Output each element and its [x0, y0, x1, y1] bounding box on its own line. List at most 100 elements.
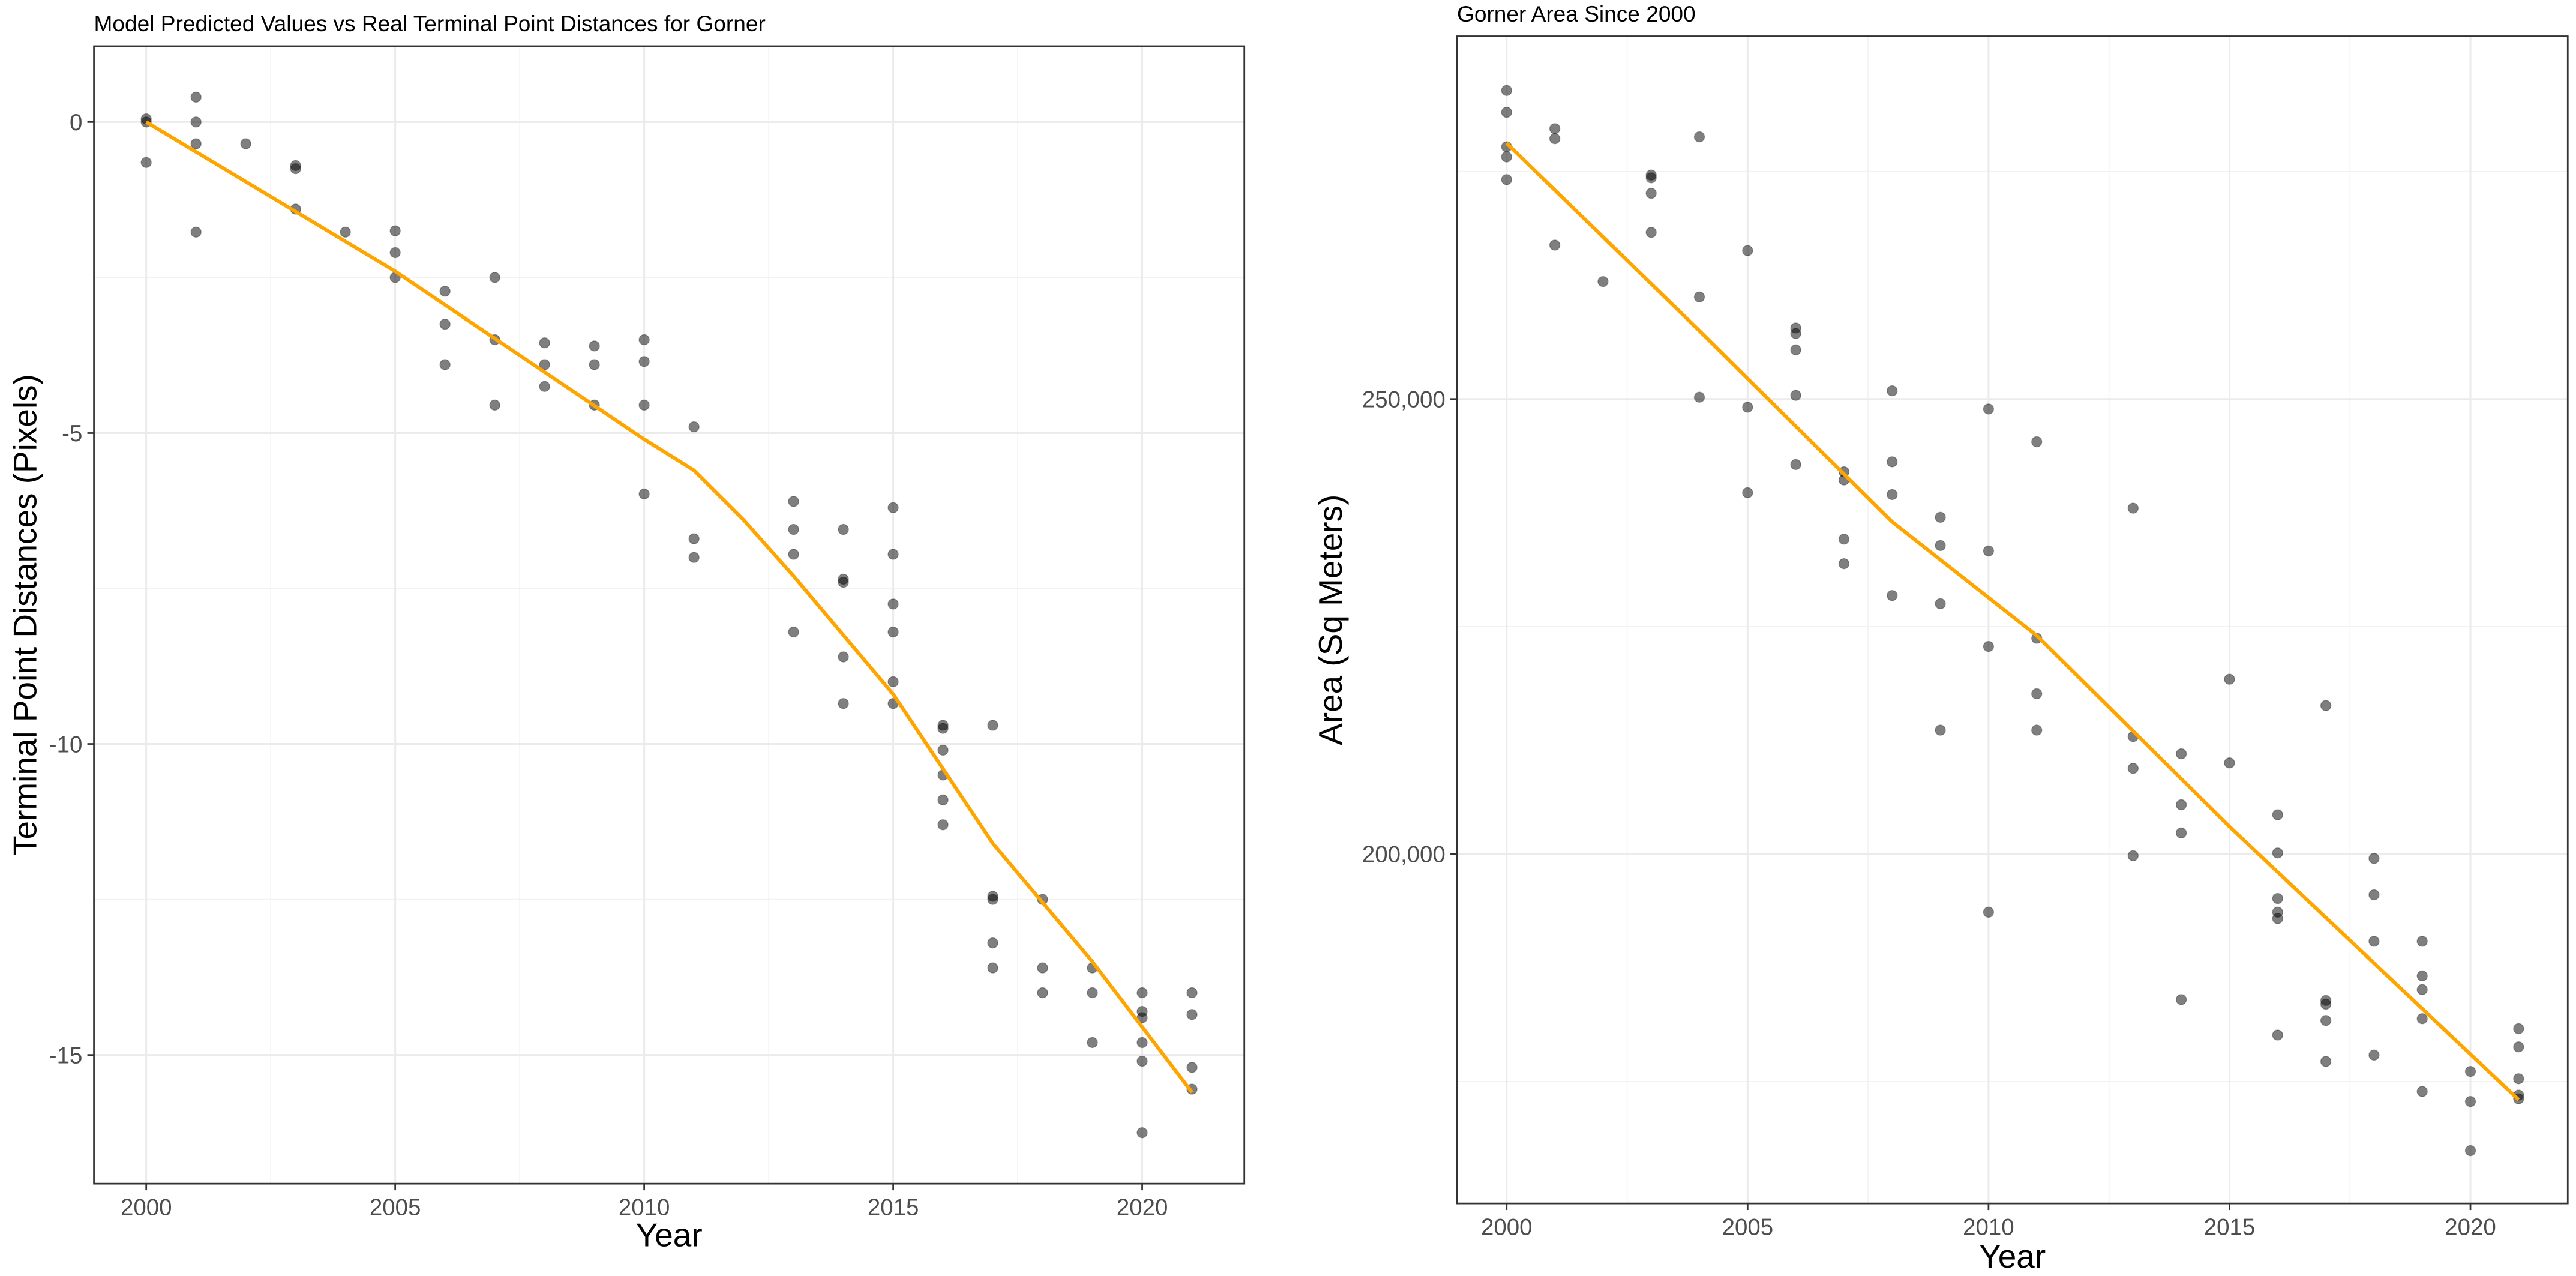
point [937, 819, 949, 831]
point [2464, 1065, 2476, 1077]
point [389, 247, 401, 259]
point [838, 651, 849, 663]
point [2464, 1095, 2476, 1107]
chart: 2000 2005 2010 2015 2020 200,000 250,000 Gorner… [1312, 1, 2569, 1275]
point [1887, 489, 1898, 501]
point [2513, 1041, 2524, 1053]
point [489, 272, 500, 283]
point [539, 337, 550, 349]
fit-line [1505, 142, 2520, 1101]
point [1742, 402, 1753, 413]
point [1935, 540, 1946, 552]
point [1037, 987, 1048, 999]
point [2416, 970, 2428, 982]
point [1645, 187, 1657, 199]
point [2416, 1086, 2428, 1097]
point [1186, 987, 1198, 999]
x-tick-label: 2005 [1722, 1214, 1774, 1240]
point [1186, 1009, 1198, 1020]
point [589, 340, 600, 352]
point [1136, 1037, 1148, 1049]
point [937, 794, 949, 806]
point [887, 502, 899, 514]
point [2368, 853, 2380, 864]
point [838, 698, 849, 709]
point [887, 626, 899, 638]
point [1136, 1127, 1148, 1139]
y-tick-label: 0 [70, 110, 82, 136]
x-tick-label: 2010 [619, 1194, 670, 1220]
point [539, 359, 550, 370]
point [2272, 892, 2283, 904]
point [2272, 809, 2283, 820]
y-tick-label: 250,000 [1362, 387, 1446, 412]
point [2416, 936, 2428, 947]
y-axis-title: Area (Sq Meters) [1312, 495, 1349, 745]
point [688, 533, 700, 544]
point [937, 744, 949, 756]
point [638, 334, 650, 346]
x-tick-label: 2005 [370, 1194, 421, 1220]
point [788, 496, 799, 507]
point [987, 894, 998, 905]
point [389, 225, 401, 236]
point [2320, 1056, 2332, 1067]
x-tick-label: 2015 [868, 1194, 919, 1220]
chart-title: Model Predicted Values vs Real Terminal … [94, 11, 766, 36]
point [638, 399, 650, 411]
point [439, 359, 451, 370]
x-tick-label: 2010 [1963, 1214, 2014, 1240]
y-tick-label: -10 [49, 732, 83, 757]
point [937, 723, 949, 734]
point [1645, 172, 1657, 184]
y-axis-title: Terminal Point Distances (Pixels) [6, 374, 43, 856]
point [1501, 151, 1512, 163]
point [1935, 511, 1946, 523]
x-tick-label: 2020 [2445, 1214, 2496, 1240]
point [2031, 724, 2043, 736]
point [190, 138, 202, 149]
y-tick-label: -15 [49, 1043, 83, 1068]
point [1935, 724, 1946, 736]
point [1790, 459, 1801, 471]
point [1645, 227, 1657, 238]
point [2031, 436, 2043, 448]
point [788, 549, 799, 560]
point [240, 138, 251, 149]
point [1887, 590, 1898, 601]
point [2175, 827, 2187, 839]
point [2272, 913, 2283, 924]
point [638, 488, 650, 500]
point [2224, 757, 2235, 769]
point [1087, 1037, 1098, 1049]
point [887, 598, 899, 610]
point [788, 523, 799, 535]
point [2513, 1073, 2524, 1085]
point [2272, 1029, 2283, 1041]
point [1742, 487, 1753, 499]
panel-border [1456, 35, 2569, 1205]
point [1501, 174, 1512, 185]
point [439, 318, 451, 330]
panel-border [93, 45, 1246, 1185]
point [1790, 390, 1801, 401]
point [987, 937, 998, 949]
point [2320, 700, 2332, 711]
fit-line [145, 120, 1193, 1094]
point [1887, 385, 1898, 397]
point [987, 962, 998, 974]
point [788, 626, 799, 638]
point [1790, 344, 1801, 356]
point [887, 549, 899, 560]
point [2175, 994, 2187, 1005]
point [2127, 763, 2139, 774]
point [838, 523, 849, 535]
point [887, 676, 899, 688]
point [439, 286, 451, 297]
point [1186, 1062, 1198, 1073]
point [2175, 748, 2187, 760]
point [838, 576, 849, 588]
point [1087, 987, 1098, 999]
